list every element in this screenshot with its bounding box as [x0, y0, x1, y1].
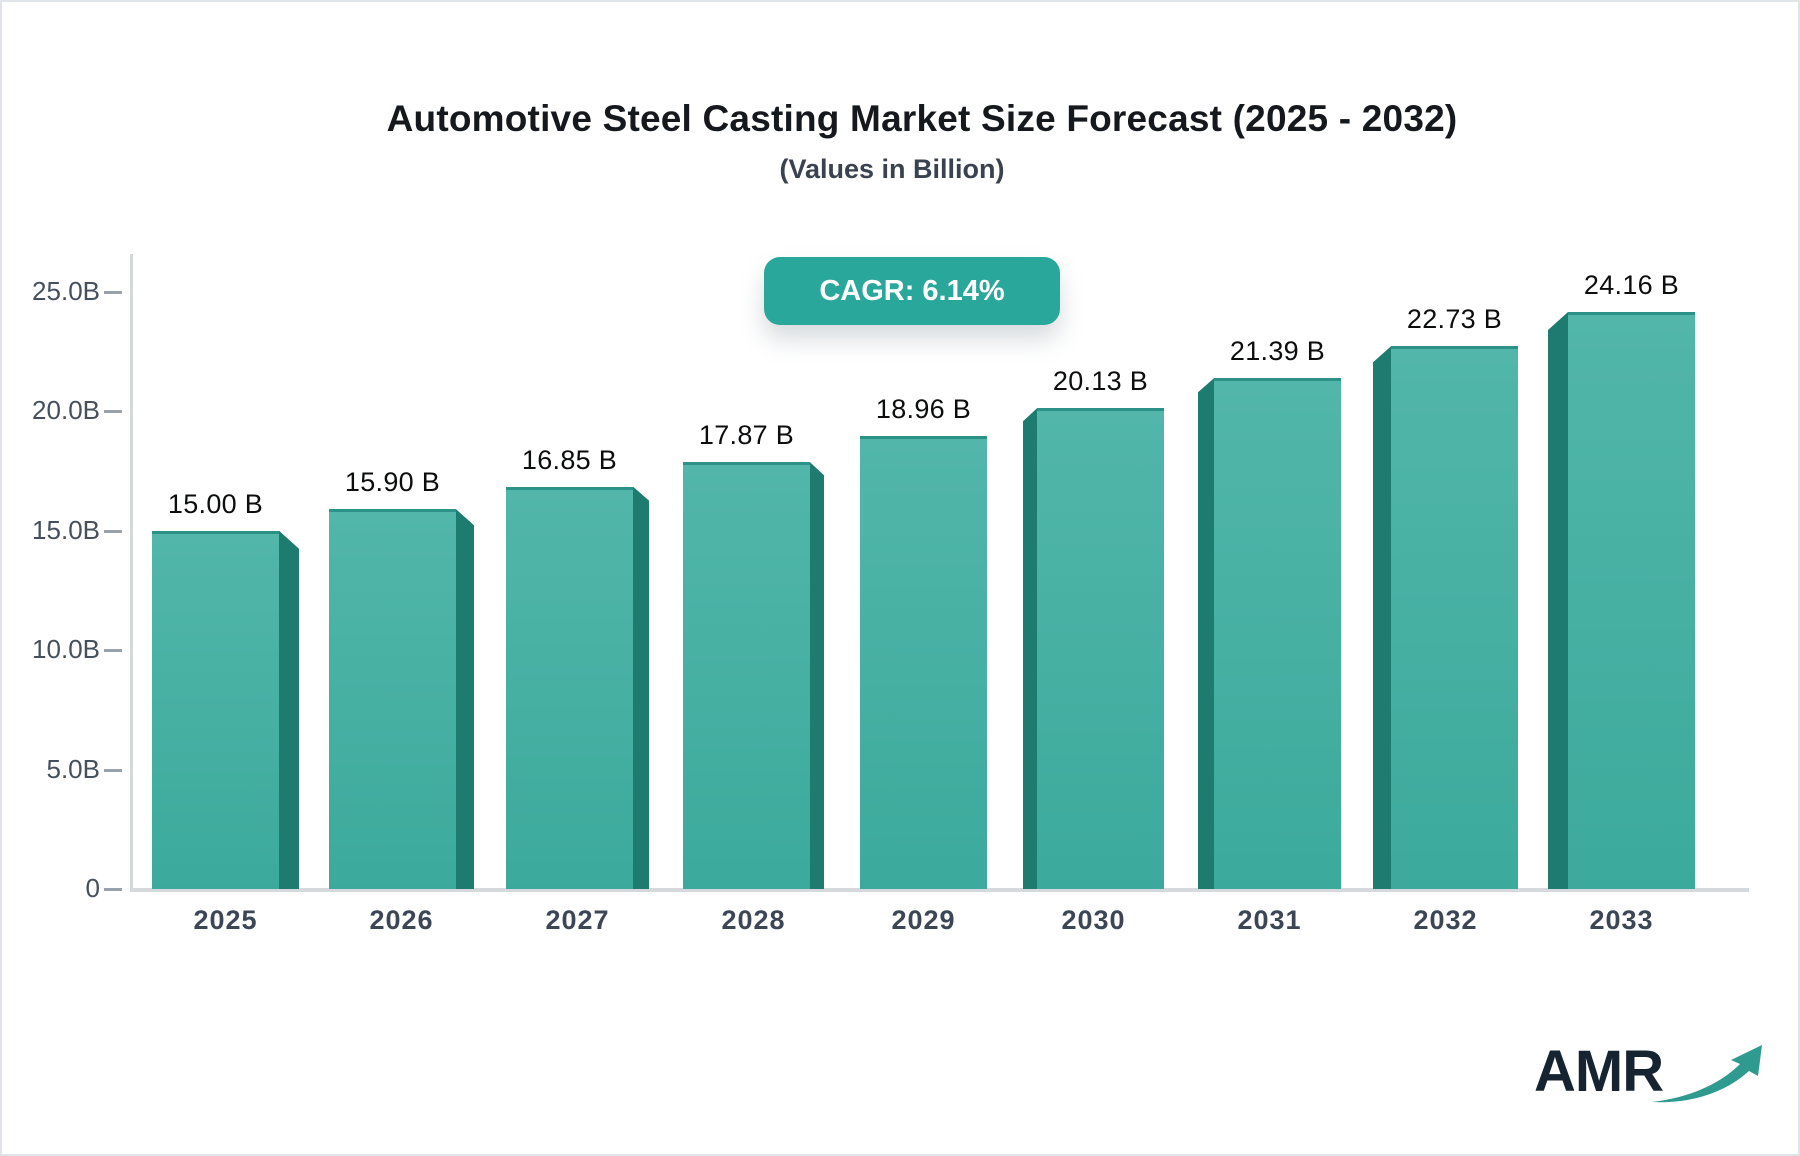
bar-2028 — [683, 462, 810, 889]
x-axis-line — [130, 888, 1749, 892]
y-tick-dash — [104, 768, 122, 772]
bar-value-label: 20.13 B — [1052, 366, 1149, 397]
cagr-badge: CAGR: 6.14% — [764, 257, 1060, 325]
bar-2029 — [860, 436, 987, 889]
brand-logo: AMR — [1534, 1038, 1762, 1128]
bar-2032 — [1391, 346, 1518, 889]
bar-side-face — [456, 509, 474, 889]
bar-2027 — [506, 486, 633, 889]
bar-side-face — [1198, 378, 1214, 889]
x-tick-label: 2026 — [369, 905, 434, 935]
chart-title: Automotive Steel Casting Market Size For… — [386, 98, 1458, 139]
y-tick-label: 5.0B — [46, 753, 101, 784]
y-tick-dash — [104, 410, 122, 414]
x-tick-label: 2029 — [891, 905, 956, 935]
x-tick-label: 2025 — [193, 905, 258, 935]
chart-subtitle: (Values in Billion) — [779, 154, 1005, 184]
bar-value-label: 22.73 B — [1406, 304, 1503, 335]
bar-value-label: 24.16 B — [1583, 270, 1680, 301]
bar-value-label: 21.39 B — [1229, 336, 1326, 367]
bar-side-face — [633, 486, 649, 889]
x-tick-label: 2032 — [1413, 905, 1478, 935]
bar-2030 — [1037, 408, 1164, 889]
bar-value-label: 16.85 B — [521, 444, 618, 475]
y-axis-line — [130, 254, 133, 891]
y-tick-dash — [104, 529, 122, 533]
x-tick-label: 2030 — [1061, 905, 1126, 935]
bar-value-label: 15.90 B — [344, 467, 441, 498]
growth-arrow-icon — [1652, 1045, 1762, 1103]
y-tick-dash — [104, 649, 122, 653]
x-tick-label: 2027 — [545, 905, 610, 935]
bar-value-label: 18.96 B — [875, 394, 972, 425]
bar-side-face — [810, 462, 824, 889]
y-tick-dash — [104, 291, 122, 294]
y-tick-dash — [104, 888, 122, 891]
brand-logo-text: AMR — [1534, 1039, 1664, 1104]
y-tick-label: 10.0B — [32, 634, 100, 665]
y-tick-label: 25.0B — [32, 276, 100, 306]
bar-2033 — [1568, 312, 1695, 889]
bar-value-label: 17.87 B — [698, 420, 795, 451]
y-tick-label: 15.0B — [32, 514, 100, 545]
bar-value-label: 15.00 B — [167, 488, 264, 519]
bar-side-face — [1023, 408, 1037, 889]
bar-2026 — [329, 509, 456, 889]
x-tick-label: 2033 — [1589, 905, 1654, 935]
bar-side-face — [1373, 346, 1391, 889]
y-tick-label: 20.0B — [32, 395, 100, 426]
bar-side-face — [1548, 312, 1568, 889]
x-tick-label: 2028 — [721, 905, 786, 935]
y-tick-label: 0 — [85, 873, 100, 903]
bar-2031 — [1214, 378, 1341, 889]
bar-side-face — [279, 530, 299, 889]
x-tick-label: 2031 — [1237, 905, 1302, 935]
bar-2025 — [152, 530, 279, 889]
